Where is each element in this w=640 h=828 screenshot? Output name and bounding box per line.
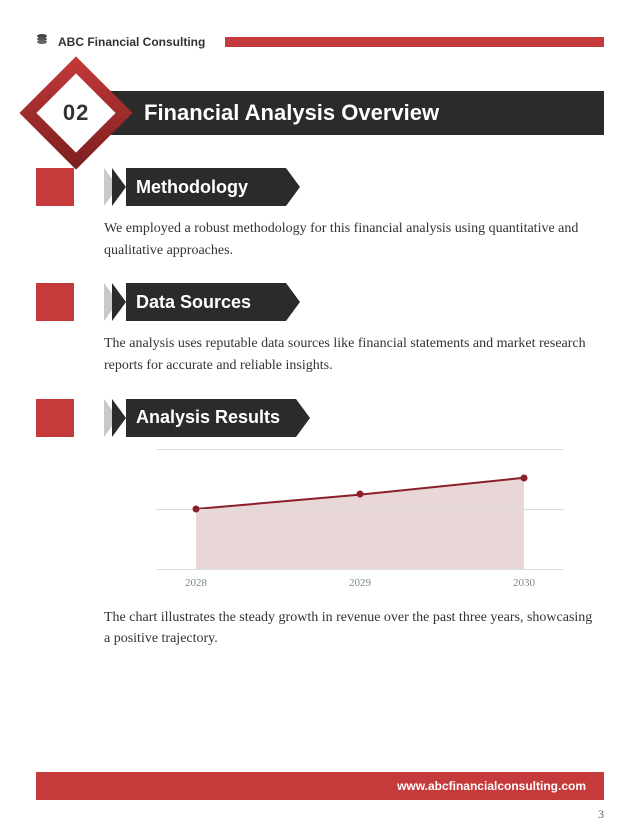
section-title: Methodology [126,168,286,206]
chart-marker [521,474,528,481]
page-title-text: Financial Analysis Overview [84,91,604,135]
section-title: Data Sources [126,283,286,321]
title-number: 02 [63,100,89,126]
section-square-icon [36,168,74,206]
section-body: The analysis uses reputable data sources… [36,333,604,376]
header-bar [225,37,604,47]
section-body: We employed a robust methodology for thi… [36,218,604,261]
footer: www.abcfinancialconsulting.com [36,772,604,800]
section-title: Analysis Results [126,399,296,437]
chart-y-axis: 0500k1 000k [104,449,156,569]
header: ABC Financial Consulting [36,32,604,52]
x-tick-label: 2028 [166,577,226,589]
section-methodology: Methodology We employed a robust methodo… [36,168,604,261]
chart-caption: The chart illustrates the steady growth … [36,599,604,650]
section-square-icon [36,399,74,437]
x-tick-label: 2029 [330,577,390,589]
section-heading: Methodology [36,168,604,206]
company-name: ABC Financial Consulting [58,35,205,49]
section-data-sources: Data Sources The analysis uses reputable… [36,283,604,376]
logo: ABC Financial Consulting [36,32,205,52]
footer-url: www.abcfinancialconsulting.com [397,779,586,793]
page-number: 3 [598,807,604,822]
section-heading: Data Sources [36,283,604,321]
chart-marker [357,491,364,498]
section-square-icon [36,283,74,321]
chevron-dark-icon [112,283,126,321]
page-title: Financial Analysis Overview 02 [36,86,604,140]
x-tick-label: 2030 [494,577,554,589]
chevron-dark-icon [112,168,126,206]
section-heading: Analysis Results [36,399,604,437]
chevron-dark-icon [112,399,126,437]
chart-marker [193,505,200,512]
coins-icon [36,32,52,52]
revenue-chart: 0500k1 000k 2028 2029 2030 [104,449,564,589]
section-analysis-results: Analysis Results 0500k1 000k 2028 2029 203… [36,399,604,650]
